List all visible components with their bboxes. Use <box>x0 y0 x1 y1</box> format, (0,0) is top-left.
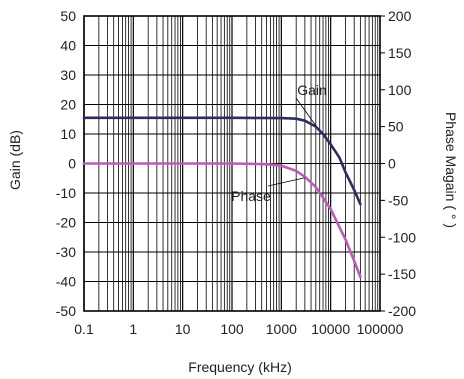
x-tick-label: 1 <box>129 321 137 337</box>
y-left-tick-label: 30 <box>60 67 76 83</box>
y-left-tick-label: 10 <box>60 126 76 142</box>
x-axis-title: Frequency (kHz) <box>188 359 291 375</box>
y-left-tick-label: -30 <box>56 244 76 260</box>
y-left-tick-label: -20 <box>56 215 76 231</box>
x-tick-label: 0.1 <box>74 321 94 337</box>
y-left-tick-label: 50 <box>60 8 76 24</box>
right-axis-ticks <box>380 15 385 312</box>
y-right-tick-label: 0 <box>388 156 396 172</box>
x-tick-label: 100 <box>220 321 244 337</box>
x-tick-label: 10 <box>175 321 191 337</box>
tick-labels: 50403020100-10-20-30-40-50200150100500-5… <box>56 8 416 337</box>
y-right-tick-label: -100 <box>388 229 416 245</box>
x-tick-label: 10000 <box>311 321 350 337</box>
phase-line <box>82 162 362 279</box>
y-left-tick-label: -40 <box>56 274 76 290</box>
phase-series-label: Phase <box>231 188 271 204</box>
x-tick-label: 100000 <box>357 321 404 337</box>
series-lines <box>82 97 362 279</box>
gain-line <box>82 116 362 206</box>
y-right-tick-label: 200 <box>388 8 412 24</box>
phase-label-pointer <box>267 177 305 187</box>
y-left-tick-label: 20 <box>60 97 76 113</box>
x-tick-label: 1000 <box>266 321 297 337</box>
y-right-tick-label: -200 <box>388 303 416 319</box>
y-right-tick-label: 150 <box>388 45 412 61</box>
y-right-tick-label: 100 <box>388 82 412 98</box>
y-right-tick-label: -150 <box>388 266 416 282</box>
y-left-tick-label: 0 <box>68 156 76 172</box>
y-axis-left-title: Gain (dB) <box>7 130 23 190</box>
y-right-tick-label: 50 <box>388 119 404 135</box>
gain-label-pointer <box>295 97 317 126</box>
y-right-tick-label: -50 <box>388 192 408 208</box>
gain-series-label: Gain <box>297 82 327 98</box>
y-axis-right-title: Phase Magain ( ° ) <box>443 112 459 228</box>
y-left-tick-label: 40 <box>60 38 76 54</box>
y-left-tick-label: -10 <box>56 185 76 201</box>
y-left-tick-label: -50 <box>56 303 76 319</box>
